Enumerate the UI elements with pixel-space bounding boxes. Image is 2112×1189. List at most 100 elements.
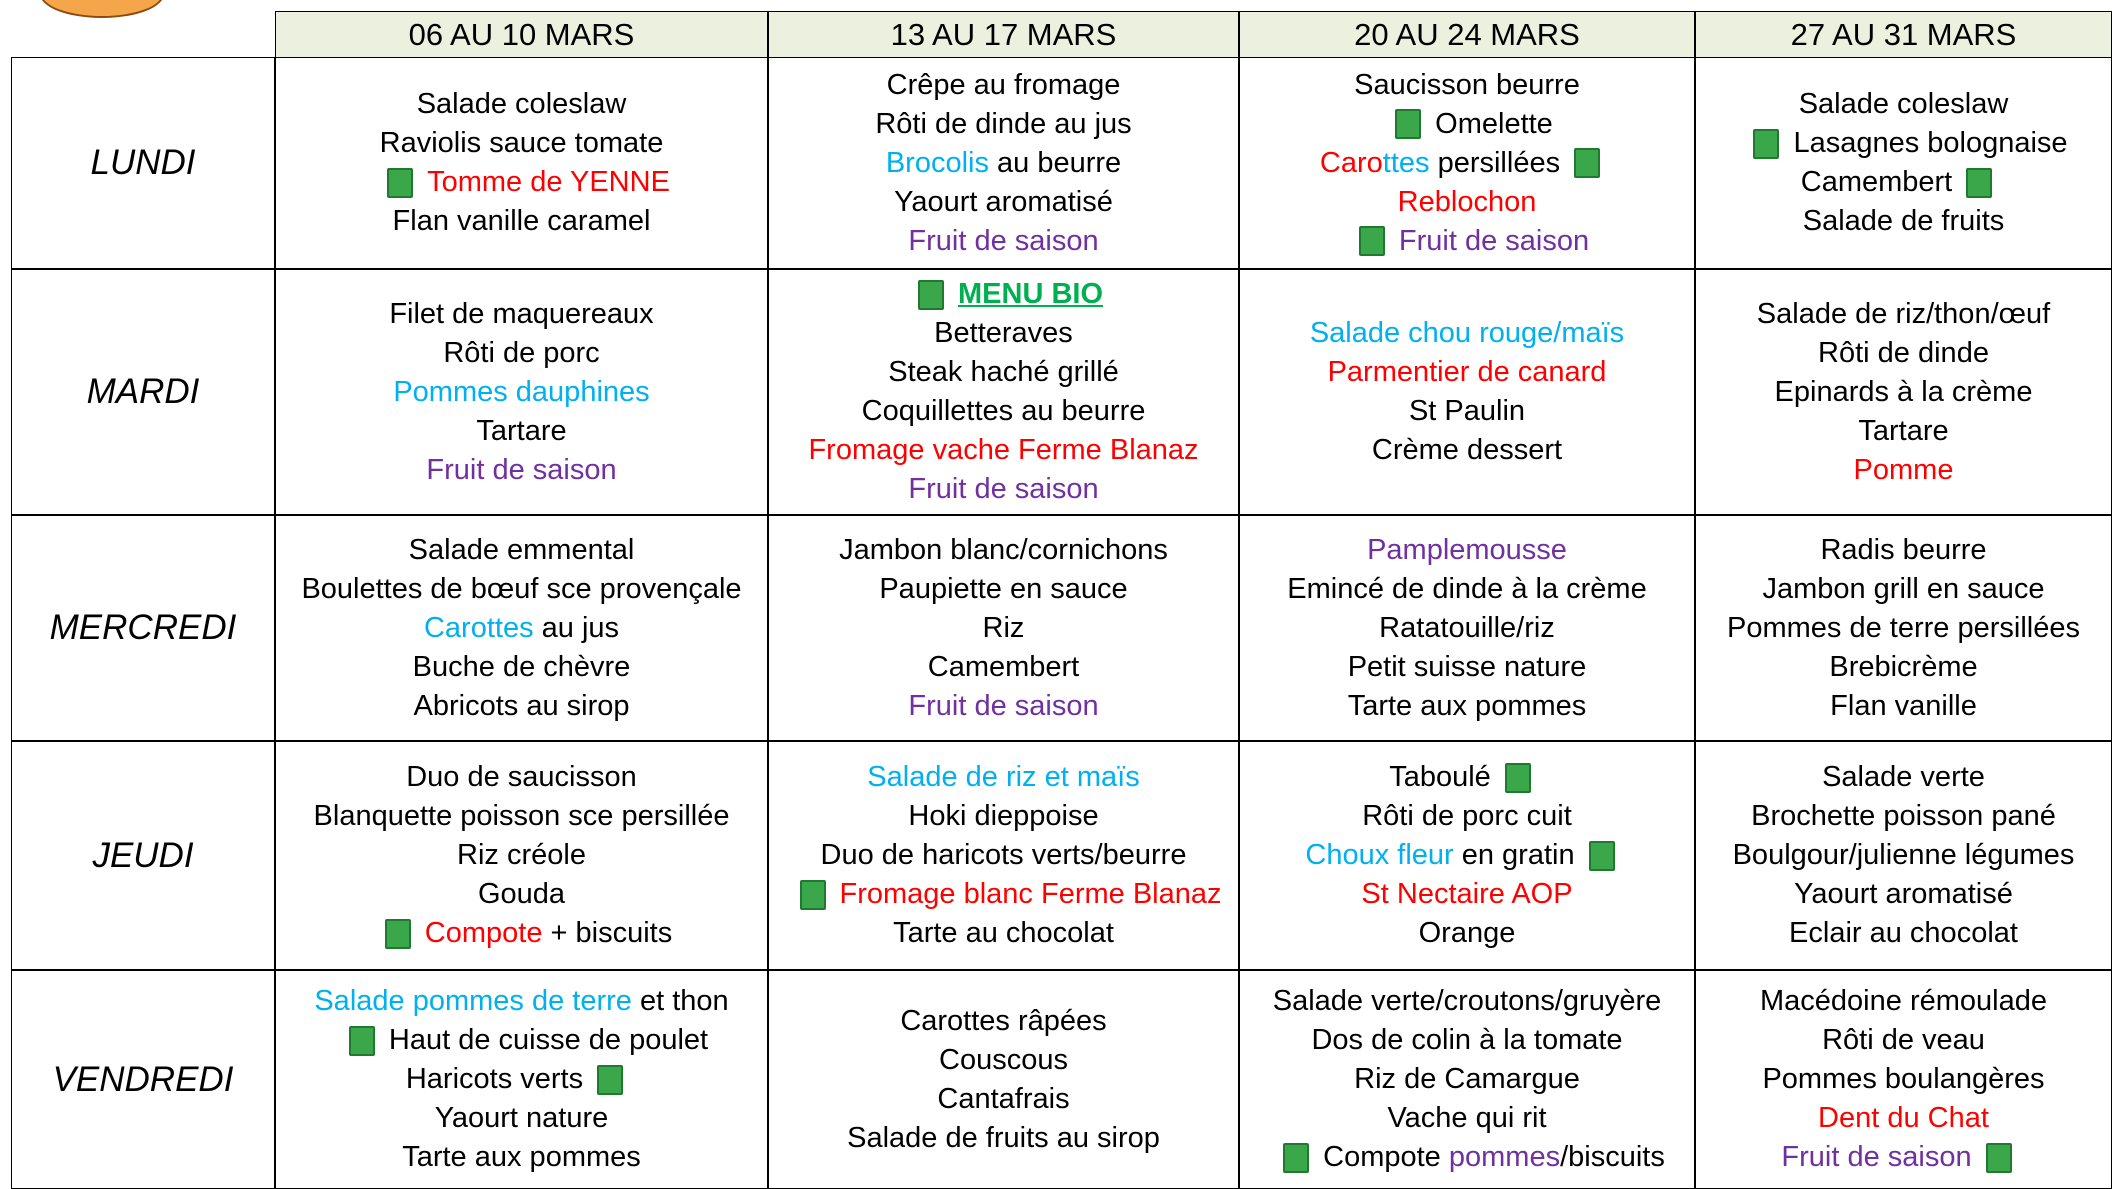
menu-text: Brochette poisson pané <box>1751 800 2056 832</box>
menu-text: Tartare <box>476 414 567 447</box>
column-header: 27 AU 31 MARS <box>1695 11 2112 58</box>
menu-line: Rôti de dinde <box>1818 334 1989 373</box>
menu-text: Filet de maquereaux <box>389 297 654 330</box>
menu-text: Emincé de dinde à la crème <box>1287 572 1647 605</box>
menu-text: Crêpe au fromage <box>886 68 1121 101</box>
menu-text: Lasagnes bolognaise <box>1793 127 2068 159</box>
menu-text: Dos de colin à la tomate <box>1311 1024 1623 1056</box>
menu-text: Choux fleur <box>1305 839 1454 871</box>
menu-line: Pommes dauphines <box>393 373 649 412</box>
menu-cell: Salade emmental Boulettes de bœuf sce pro… <box>275 515 768 741</box>
menu-text: Paupiette en sauce <box>879 572 1128 605</box>
bio-logo <box>1588 840 1615 871</box>
menu-line: Tartare <box>1858 412 1948 451</box>
day-label: VENDREDI <box>11 970 275 1189</box>
day-label: MERCREDI <box>11 515 275 741</box>
menu-text: Salade pommes de terre <box>314 985 632 1017</box>
menu-line: Choux fleur en gratin <box>1305 836 1628 875</box>
menu-line: Blanquette poisson sce persillée <box>314 797 730 836</box>
bio-logo <box>1574 148 1601 178</box>
menu-line: Dos de colin à la tomate <box>1311 1021 1622 1060</box>
menu-cell: Jambon blanc/cornichons Paupiette en sauc… <box>768 515 1239 741</box>
menu-line: Vache qui rit <box>1387 1099 1546 1138</box>
menu-line: Tarte aux pommes <box>402 1138 641 1177</box>
menu-text: St Nectaire AOP <box>1361 878 1573 910</box>
menu-line: Raviolis sauce tomate <box>380 124 664 163</box>
menu-text: Salade verte/croutons/gruyère <box>1272 985 1662 1017</box>
menu-line: Yaourt aromatisé <box>1794 875 2013 914</box>
menu-text: Compote <box>1323 1141 1449 1173</box>
menu-line: Tarte au chocolat <box>893 914 1114 953</box>
menu-text: Duo de saucisson <box>406 761 637 793</box>
menu-text: Yaourt aromatisé <box>894 185 1113 218</box>
menu-text: Fruit de saison <box>908 224 1099 257</box>
menu-line: Paupiette en sauce <box>879 570 1127 609</box>
menu-line: Salade de fruits <box>1803 202 2005 241</box>
menu-text: Crème dessert <box>1371 434 1563 466</box>
menu-text: Tarte aux pommes <box>402 1141 641 1173</box>
menu-text: St Paulin <box>1408 395 1526 427</box>
menu-line: Compote pommes/biscuits <box>1269 1138 1665 1177</box>
menu-line: Salade verte <box>1822 758 1985 797</box>
menu-text: Saucisson beurre <box>1354 68 1580 101</box>
menu-text: Fromage vache Ferme Blanaz <box>808 434 1199 466</box>
menu-text: Camembert <box>927 650 1080 683</box>
menu-line: Crêpe au fromage <box>887 66 1121 105</box>
menu-line: Salade de riz/thon/œuf <box>1757 295 2050 334</box>
menu-text: Epinards à la crème <box>1774 375 2033 408</box>
bio-logo <box>1395 109 1422 139</box>
menu-text: Taboulé <box>1389 761 1491 793</box>
menu-text: Dent du Chat <box>1818 1102 1989 1134</box>
menu-line: Flan vanille caramel <box>393 202 651 241</box>
menu-text: persillées <box>1429 146 1561 179</box>
menu-line: Pomme <box>1854 451 1954 490</box>
menu-text: + biscuits <box>542 917 673 949</box>
menu-cell: Carottes râpées Couscous Cantafrais Salade … <box>768 970 1239 1189</box>
menu-text: Caro <box>1319 146 1383 179</box>
menu-line: Fromage vache Ferme Blanaz <box>808 431 1198 470</box>
day-label: JEUDI <box>11 741 275 970</box>
menu-text: Salade verte <box>1822 761 1985 793</box>
menu-text: Salade de riz et maïs <box>867 761 1140 793</box>
menu-text: Tartare <box>1858 414 1949 447</box>
menu-text: Fruit de saison <box>1781 1141 1972 1173</box>
menu-text: Radis beurre <box>1820 533 1987 566</box>
menu-text: Rôti de veau <box>1822 1024 1985 1056</box>
bio-logo <box>1753 128 1780 159</box>
menu-text: Carottes <box>423 611 534 644</box>
menu-text: Rôti de porc cuit <box>1362 800 1572 832</box>
menu-text: Cantafrais <box>937 1082 1070 1115</box>
menu-text: pommes <box>1448 1141 1561 1173</box>
menu-text: Pommes boulangères <box>1762 1063 2045 1095</box>
menu-line: Macédoine rémoulade <box>1760 982 2047 1021</box>
menu-line: Carottes au jus <box>424 609 619 648</box>
menu-text: Salade emmental <box>408 533 635 566</box>
menu-cell: MENU BIO Betteraves Steak haché grillé Coqu… <box>768 269 1239 515</box>
menu-cell: Salade verte/croutons/gruyère Dos de coli… <box>1239 970 1695 1189</box>
menu-text: au beurre <box>988 146 1122 179</box>
menu-text: Macédoine rémoulade <box>1760 985 2047 1017</box>
menu-line: Salade de riz et maïs <box>867 758 1139 797</box>
menu-text: Riz créole <box>457 839 586 871</box>
bio-logo <box>1283 1142 1310 1173</box>
menu-text: Ratatouille/riz <box>1379 611 1555 644</box>
menu-text: Rôti de dinde <box>1818 336 1989 369</box>
bio-logo <box>1358 226 1385 256</box>
menu-line: Flan vanille <box>1830 687 1977 726</box>
menu-line: St Nectaire AOP <box>1361 875 1572 914</box>
menu-line: Betteraves <box>934 314 1073 353</box>
menu-text: Betteraves <box>934 317 1073 349</box>
menu-text: Fruit de saison <box>426 453 617 486</box>
menu-text: Tomme de YENNE <box>427 166 670 198</box>
menu-line: Dent du Chat <box>1818 1099 1989 1138</box>
menu-line: Petit suisse nature <box>1348 648 1587 687</box>
menu-line: Crème dessert <box>1372 431 1562 470</box>
menu-line: Epinards à la crème <box>1775 373 2033 412</box>
menu-text: Rôti de porc <box>443 336 600 369</box>
menu-text: Duo de haricots verts/beurre <box>820 839 1187 871</box>
menu-line: Fruit de saison <box>1781 1138 2025 1177</box>
menu-text: Reblochon <box>1397 185 1537 218</box>
menu-line: Salade verte/croutons/gruyère <box>1273 982 1662 1021</box>
menu-text: Pomme <box>1853 453 1954 486</box>
